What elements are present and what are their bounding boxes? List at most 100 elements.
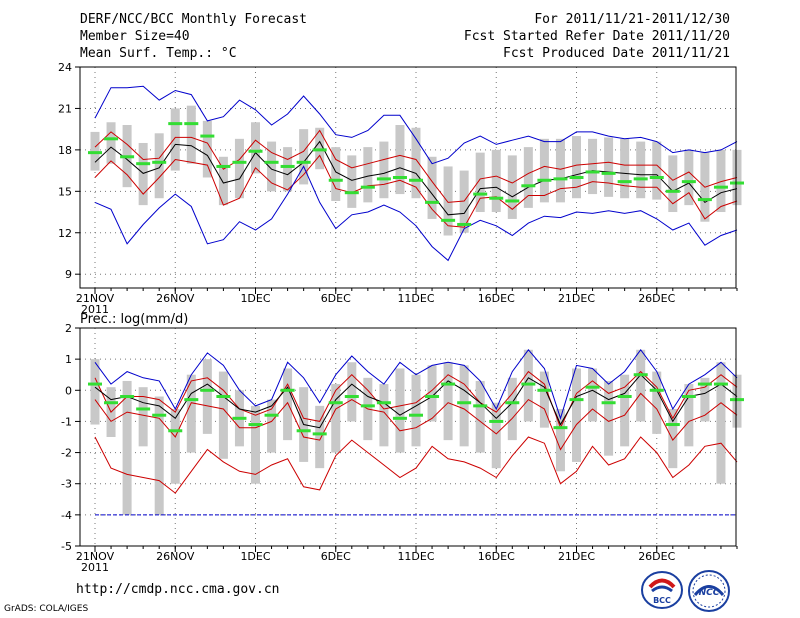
x-tick-label: 1DEC bbox=[240, 550, 270, 563]
x-tick-label: 16DEC bbox=[478, 292, 515, 305]
ensemble-spread-box bbox=[379, 384, 389, 447]
ensemble-spread-box bbox=[684, 149, 694, 206]
x-tick-label: 26NOV bbox=[156, 550, 195, 563]
ensemble-spread-box bbox=[475, 380, 485, 453]
ensemble-spread-box bbox=[347, 362, 357, 422]
y-tick-label: -3 bbox=[61, 478, 72, 491]
ensemble-spread-box bbox=[588, 138, 598, 195]
ensemble-spread-box bbox=[716, 149, 726, 213]
y-tick-label: 24 bbox=[58, 61, 72, 74]
ensemble-spread-box bbox=[668, 408, 678, 469]
y-tick-label: 2 bbox=[65, 322, 72, 335]
ensemble-spread-box bbox=[186, 105, 196, 164]
y-tick-label: -1 bbox=[61, 415, 72, 428]
ensemble-spread-box bbox=[154, 396, 164, 515]
ensemble-spread-box bbox=[523, 349, 533, 422]
ensemble-spread-box bbox=[411, 127, 421, 199]
ensemble-spread-box bbox=[138, 387, 148, 447]
ensemble-spread-box bbox=[395, 368, 405, 453]
y-tick-label: -5 bbox=[61, 540, 72, 553]
precip-title: Prec.: log(mm/d) bbox=[80, 312, 188, 327]
ensemble-spread-box bbox=[267, 399, 277, 453]
ensemble-spread-box bbox=[620, 138, 630, 199]
ensemble-spread-box bbox=[555, 138, 565, 203]
series-ensemble-min bbox=[94, 165, 738, 262]
ensemble-spread-box bbox=[459, 365, 469, 447]
ensemble-spread-box bbox=[170, 108, 180, 171]
ensemble-spread-box bbox=[379, 141, 389, 199]
ensemble-spread-box bbox=[443, 166, 453, 236]
ensemble-spread-box bbox=[636, 349, 646, 422]
ensemble-spread-box bbox=[154, 133, 164, 199]
ensemble-spread-box bbox=[636, 141, 646, 199]
x-tick-year: 2011 bbox=[81, 303, 109, 316]
series-ensemble-max bbox=[94, 348, 738, 420]
forecast-start-date: Fcst Started Refer Date 2011/11/20 bbox=[463, 29, 730, 44]
ensemble-spread-box bbox=[507, 155, 517, 219]
series-ensemble-mean bbox=[94, 373, 738, 429]
ensemble-spread-box bbox=[604, 380, 614, 456]
x-tick-label: 11DEC bbox=[397, 550, 434, 563]
ensemble-spread-box bbox=[443, 362, 453, 441]
ensemble-spread-box bbox=[620, 374, 630, 447]
variable-label: Mean Surf. Temp.: °C bbox=[80, 46, 237, 61]
member-size: Member Size=40 bbox=[80, 29, 190, 44]
ncc-logo: NCC bbox=[688, 570, 730, 612]
ensemble-spread-box bbox=[90, 359, 100, 425]
ensemble-spread-box bbox=[138, 142, 148, 206]
ensemble-spread-box bbox=[251, 122, 260, 174]
ensemble-spread-box bbox=[283, 147, 293, 192]
ensemble-spread-box bbox=[411, 374, 421, 447]
x-tick-label: 26DEC bbox=[638, 292, 675, 305]
ensemble-spread-box bbox=[427, 156, 437, 219]
series-ensemble-mean bbox=[94, 140, 738, 216]
ncc-logo-text: NCC bbox=[699, 588, 720, 598]
plot-frame bbox=[79, 66, 737, 289]
ensemble-spread-box bbox=[106, 122, 116, 164]
bcc-logo: BCC bbox=[641, 571, 683, 609]
ensemble-spread-box bbox=[218, 371, 228, 459]
grads-credit: GrADS: COLA/IGES bbox=[4, 604, 89, 614]
x-tick-label: 21DEC bbox=[558, 292, 595, 305]
ensemble-spread-box bbox=[315, 405, 325, 469]
ensemble-spread-box bbox=[491, 402, 501, 469]
ensemble-spread-box bbox=[668, 155, 678, 213]
x-tick-label: 26DEC bbox=[638, 550, 675, 563]
ensemble-spread-box bbox=[716, 362, 726, 484]
ensemble-spread-box bbox=[700, 377, 710, 422]
y-tick-label: 0 bbox=[65, 384, 72, 397]
ensemble-spread-box bbox=[555, 408, 565, 472]
forecast-period: For 2011/11/21-2011/12/30 bbox=[534, 12, 730, 27]
x-tick-label: 21NOV bbox=[76, 292, 115, 305]
ensemble-spread-box bbox=[475, 152, 485, 213]
ensemble-spread-box bbox=[588, 368, 598, 422]
ensemble-spread-box bbox=[299, 129, 309, 185]
ensemble-spread-box bbox=[202, 359, 212, 434]
footer-url[interactable]: http://cmdp.ncc.cma.gov.cn bbox=[76, 582, 280, 597]
y-tick-label: -2 bbox=[61, 447, 72, 460]
ensemble-spread-box bbox=[363, 147, 373, 203]
ensemble-spread-box bbox=[331, 384, 341, 453]
plot-frame bbox=[79, 327, 737, 547]
x-tick-label: 11DEC bbox=[397, 292, 434, 305]
bcc-logo-text: BCC bbox=[653, 596, 671, 605]
x-tick-label: 6DEC bbox=[321, 550, 351, 563]
x-tick-label: 16DEC bbox=[478, 550, 515, 563]
ensemble-spread-box bbox=[395, 125, 405, 195]
series-ensemble-min bbox=[94, 436, 738, 494]
series-mean-std bbox=[94, 392, 738, 451]
ensemble-spread-box bbox=[604, 137, 614, 197]
x-tick-label: 21NOV bbox=[76, 550, 115, 563]
ensemble-spread-box bbox=[539, 138, 549, 203]
ensemble-spread-box bbox=[652, 141, 662, 200]
x-tick-label: 26NOV bbox=[156, 292, 195, 305]
y-tick-label: 12 bbox=[58, 227, 72, 240]
ensemble-spread-box bbox=[170, 408, 180, 484]
y-tick-label: 18 bbox=[58, 144, 72, 157]
series-mean-std bbox=[94, 129, 738, 203]
ensemble-spread-box bbox=[491, 149, 501, 213]
ensemble-spread-box bbox=[459, 170, 469, 233]
chart-title: DERF/NCC/BCC Monthly Forecast bbox=[80, 12, 307, 27]
